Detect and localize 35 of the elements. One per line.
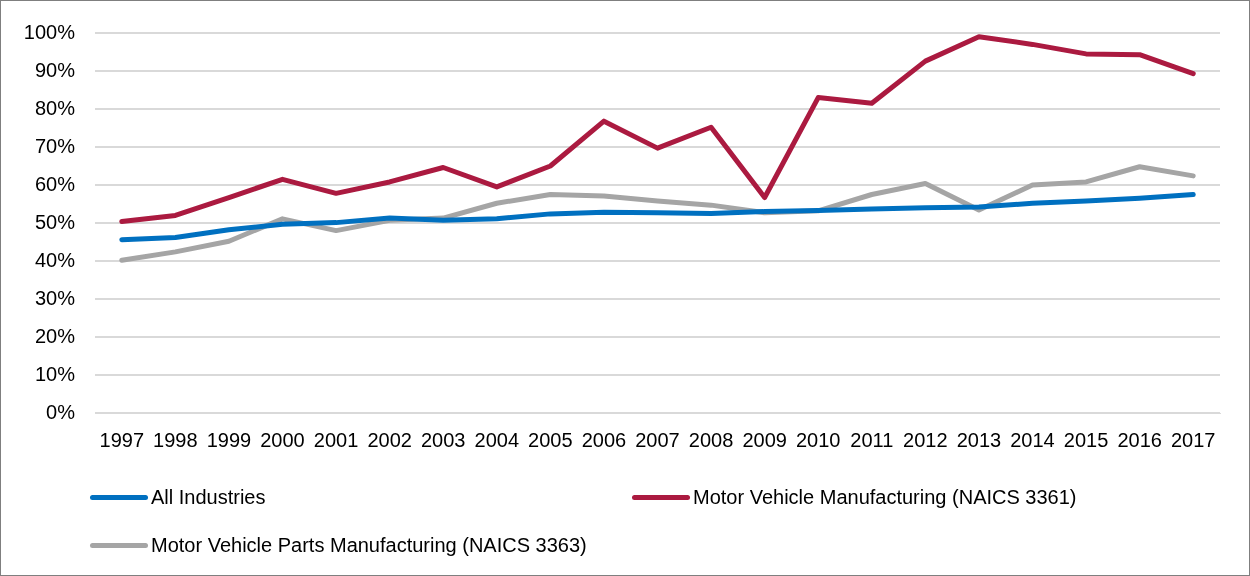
x-tick-label: 2005 — [528, 428, 573, 451]
y-tick-label: 30% — [34, 286, 76, 309]
legend-label: All Industries — [151, 485, 266, 509]
x-tick-label: 2002 — [367, 428, 412, 451]
y-tick-label: 80% — [34, 96, 76, 119]
x-tick-label: 1998 — [153, 428, 198, 451]
legend-label: Motor Vehicle Manufacturing (NAICS 3361) — [693, 485, 1077, 509]
x-tick-label: 1997 — [99, 428, 145, 451]
y-tick-label: 40% — [34, 248, 76, 271]
x-tick-label: 2012 — [903, 428, 948, 451]
x-tick-label: 2010 — [795, 428, 841, 451]
legend-label: Motor Vehicle Parts Manufacturing (NAICS 3363) — [151, 533, 587, 557]
y-tick-label: 100% — [23, 20, 76, 43]
x-tick-label: 2014 — [1010, 428, 1055, 451]
x-tick-label: 2004 — [474, 428, 520, 451]
y-tick-label: 0% — [46, 400, 76, 423]
x-tick-label: 2001 — [313, 428, 359, 451]
x-tick-label: 2000 — [260, 428, 305, 451]
y-tick-label: 70% — [34, 134, 76, 157]
x-tick-label: 2007 — [635, 428, 680, 451]
x-tick-label: 2008 — [688, 428, 734, 451]
x-tick-label: 2003 — [420, 428, 466, 451]
y-tick-label: 60% — [34, 172, 76, 195]
x-tick-label: 2013 — [956, 428, 1002, 451]
x-tick-label: 2016 — [1117, 428, 1162, 451]
x-tick-label: 2006 — [581, 428, 627, 451]
y-tick-label: 50% — [34, 210, 76, 233]
x-tick-label: 2017 — [1170, 428, 1216, 451]
y-tick-label: 90% — [34, 58, 76, 81]
y-tick-label: 10% — [34, 362, 76, 385]
x-tick-label: 2009 — [742, 428, 787, 451]
x-tick-label: 1999 — [206, 428, 252, 451]
x-tick-label: 2011 — [850, 428, 894, 451]
x-tick-label: 2015 — [1063, 428, 1109, 451]
y-tick-label: 20% — [34, 324, 76, 347]
